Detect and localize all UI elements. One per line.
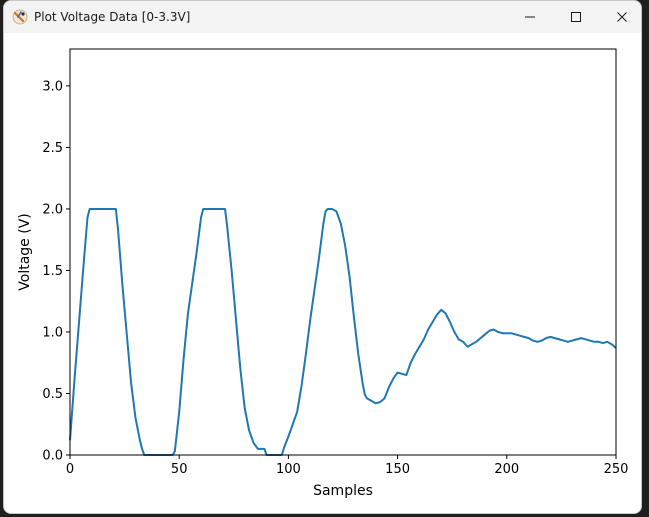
- title-bar[interactable]: Plot Voltage Data [0-3.3V]: [4, 1, 641, 33]
- minimize-button[interactable]: [507, 1, 553, 33]
- close-icon: [617, 12, 627, 22]
- x-tick-label: 150: [385, 462, 410, 477]
- window-title: Plot Voltage Data [0-3.3V]: [34, 10, 191, 24]
- maximize-icon: [571, 12, 581, 22]
- voltage-line-chart: 0 50 100 150 200 250 0.0 0.5 1.0 1.5 2.0 2.5 3.0 Sa…: [17, 48, 629, 499]
- y-tick-label: 0.5: [42, 387, 63, 402]
- plot-area: [70, 49, 616, 455]
- y-tick-label: 2.0: [42, 202, 63, 217]
- matplotlib-icon: [12, 9, 28, 25]
- close-button[interactable]: [599, 1, 641, 33]
- y-tick-label: 1.5: [42, 264, 63, 279]
- y-axis-ticks: 0.0 0.5 1.0 1.5 2.0 2.5 3.0: [42, 79, 70, 464]
- maximize-button[interactable]: [553, 1, 599, 33]
- minimize-icon: [525, 16, 535, 18]
- x-axis-label: Samples: [313, 483, 373, 499]
- x-tick-label: 0: [66, 462, 74, 477]
- y-tick-label: 2.5: [42, 141, 63, 156]
- y-axis-label: Voltage (V): [17, 213, 33, 290]
- y-tick-label: 1.0: [42, 325, 63, 340]
- x-tick-label: 100: [276, 462, 301, 477]
- plot-frame: [69, 48, 617, 456]
- y-tick-label: 0.0: [42, 449, 63, 464]
- y-tick-label: 3.0: [42, 79, 63, 94]
- x-tick-label: 250: [604, 462, 629, 477]
- x-axis-ticks: 0 50 100 150 200 250: [66, 455, 629, 477]
- plot-window: Plot Voltage Data [0-3.3V] 0 50 100 150 200 2…: [3, 0, 642, 514]
- x-tick-label: 200: [494, 462, 519, 477]
- x-tick-label: 50: [171, 462, 188, 477]
